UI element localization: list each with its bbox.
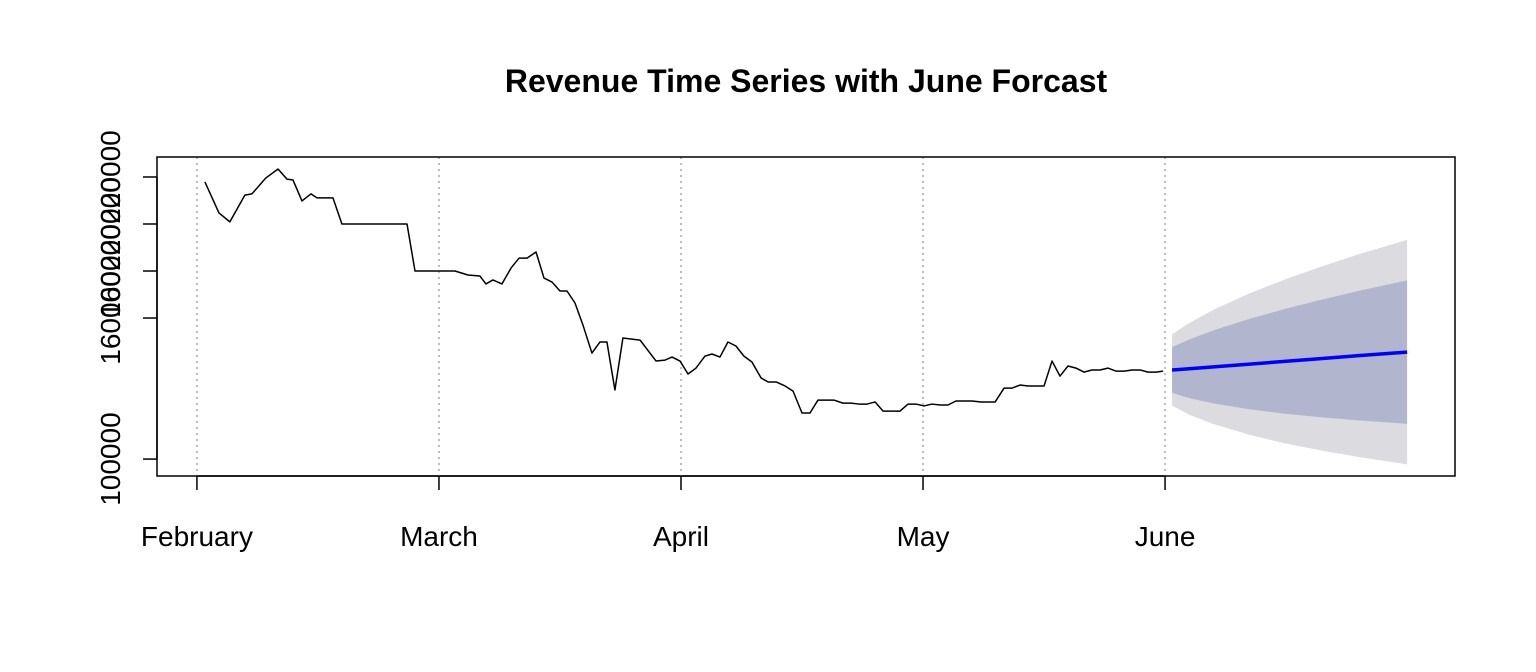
plot-frame — [156, 156, 1456, 477]
chart-title: Revenue Time Series with June Forcast — [505, 63, 1108, 99]
x-tick-label: April — [653, 521, 709, 552]
x-tick-label: June — [1135, 521, 1196, 552]
x-tick-label: February — [141, 521, 253, 552]
history-line — [204, 168, 1164, 414]
forecast-line — [1171, 350, 1408, 372]
y-tick-label: 220000 — [95, 177, 126, 270]
interval-80 — [1172, 280, 1408, 424]
y-tick-label: 160000 — [95, 271, 126, 364]
y-tick-label: 160000 — [95, 224, 126, 317]
x-tick-label: May — [897, 521, 950, 552]
x-tick-label: March — [400, 521, 478, 552]
y-tick-label: 220000 — [95, 130, 126, 223]
y-tick-label: 100000 — [95, 412, 126, 505]
